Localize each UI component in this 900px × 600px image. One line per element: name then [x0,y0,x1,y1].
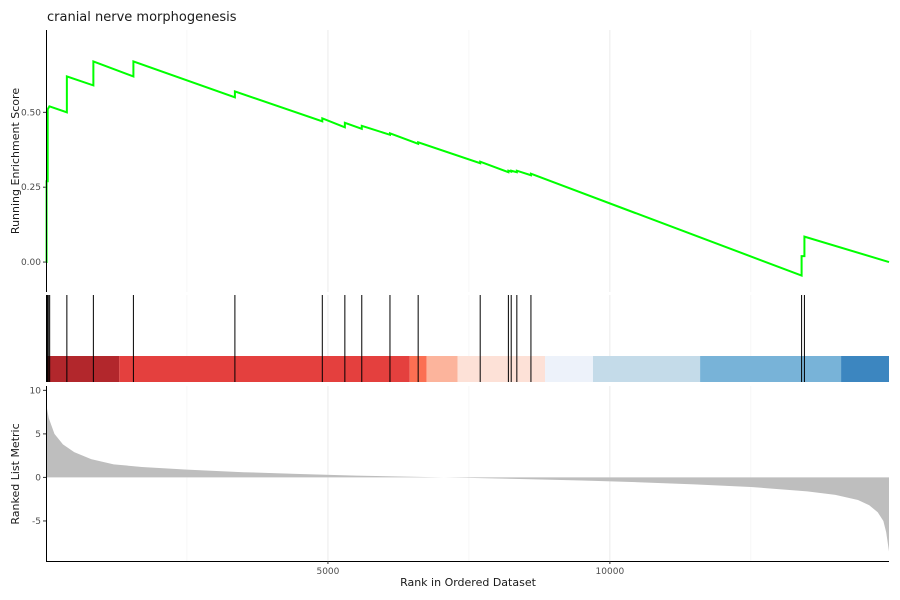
color-bar-segment [46,356,120,382]
running-score-y-ticks: 0.00 0.25 0.50 [21,108,46,268]
x-axis-tick-label: 10000 [596,567,625,577]
rank-color-bar [46,356,889,382]
running-score-y-tick-label: 0.00 [21,258,41,268]
hits-panel [46,295,889,382]
running-score-panel: 0.00 0.25 0.50 Running Enrichment Score [9,30,890,292]
ranked-metric-y-tick-label: 10 [30,386,42,396]
color-bar-segment [841,356,889,382]
x-axis-tick-label: 5000 [316,567,339,577]
color-bar-segment [700,356,842,382]
ranked-metric-y-tick-label: 5 [35,430,41,440]
ranked-metric-y-tick-label: -5 [32,517,41,527]
x-axis-ticks: 5000 10000 [316,561,624,577]
x-axis-label: Rank in Ordered Dataset [400,576,537,589]
ranked-metric-y-label: Ranked List Metric [9,423,22,524]
color-bar-segment [545,356,593,382]
running-score-gridlines [186,30,752,292]
gene-hit-lines [46,295,805,382]
running-score-y-tick-label: 0.50 [21,108,41,118]
color-bar-segment [592,356,701,382]
color-bar-segment [426,356,458,382]
running-score-line [45,59,890,277]
running-score-y-tick-label: 0.25 [21,183,41,193]
color-bar-segment [119,356,410,382]
chart-title: cranial nerve morphogenesis [47,10,237,25]
ranked-metric-gridlines [186,386,752,561]
color-bar-segment [457,356,546,382]
running-score-y-label: Running Enrichment Score [9,88,22,234]
ranked-metric-area [46,403,889,552]
ranked-metric-y-ticks: -5 0 5 10 [30,386,46,527]
ranked-metric-y-tick-label: 0 [35,473,41,483]
ranked-metric-panel: -5 0 5 10 5000 10000 Ranked List Metric Rank… [9,386,889,589]
